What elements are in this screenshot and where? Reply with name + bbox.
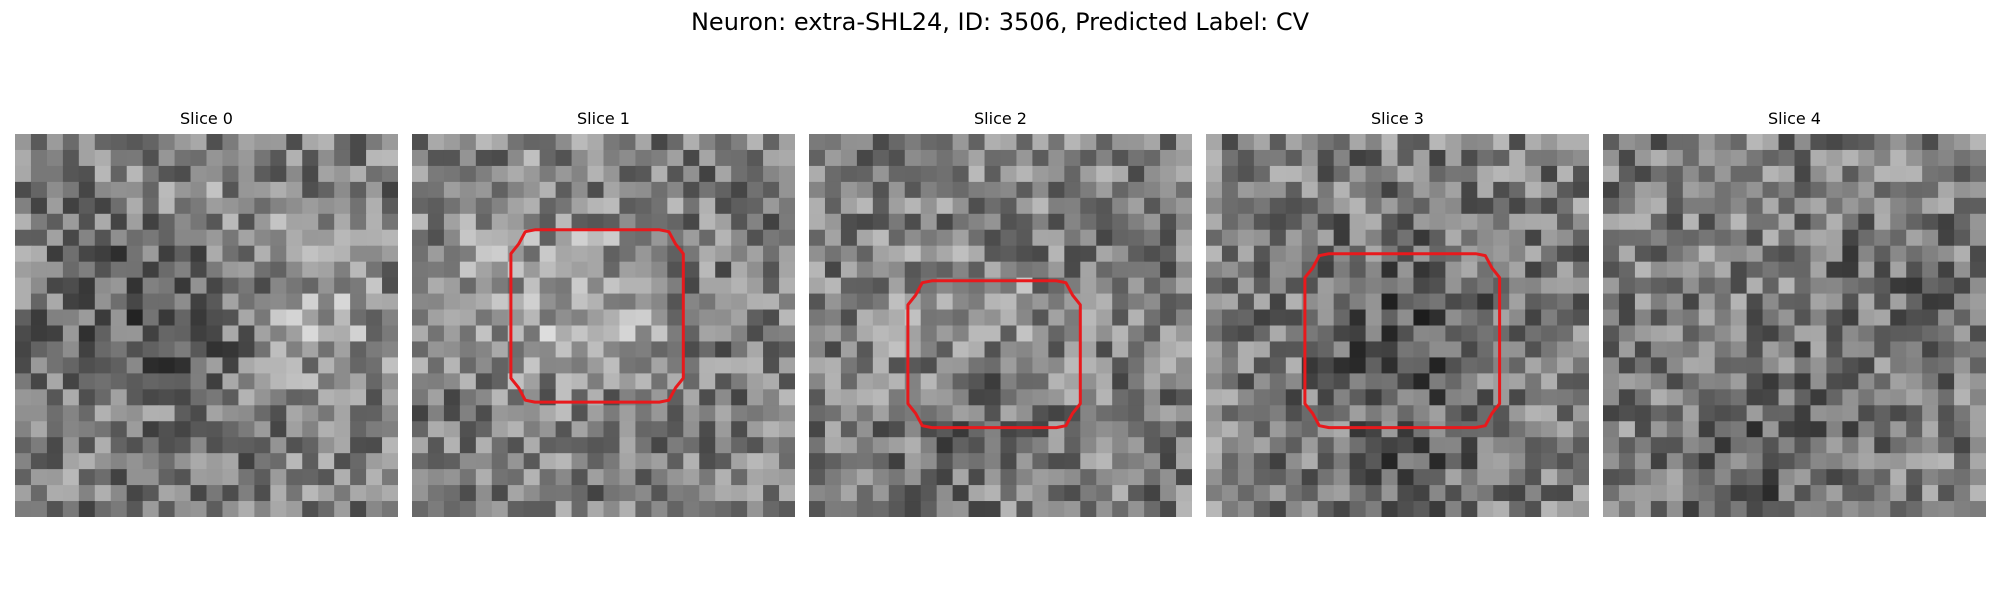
slice-image-2 xyxy=(809,134,1192,517)
slice-image-1 xyxy=(412,134,795,517)
figure-title: Neuron: extra-SHL24, ID: 3506, Predicted… xyxy=(690,8,1310,36)
slice-panel-2: Slice 2 xyxy=(809,108,1192,517)
roi-contour-3 xyxy=(1303,252,1502,430)
slice-image-0 xyxy=(15,134,398,517)
slice-title-2: Slice 2 xyxy=(974,109,1027,128)
slice-panel-1: Slice 1 xyxy=(412,108,795,517)
slice-title-4: Slice 4 xyxy=(1768,109,1821,128)
roi-contour-1 xyxy=(509,228,685,404)
roi-contour-2 xyxy=(906,279,1082,430)
slice-panel-4: Slice 4 xyxy=(1603,108,1986,517)
slice-title-1: Slice 1 xyxy=(577,109,630,128)
slice-title-0: Slice 0 xyxy=(180,109,233,128)
slice-title-3: Slice 3 xyxy=(1371,109,1424,128)
slice-image-4 xyxy=(1603,134,1986,517)
slice-panel-0: Slice 0 xyxy=(15,108,398,517)
slice-image-3 xyxy=(1206,134,1589,517)
slice-panel-3: Slice 3 xyxy=(1206,108,1589,517)
